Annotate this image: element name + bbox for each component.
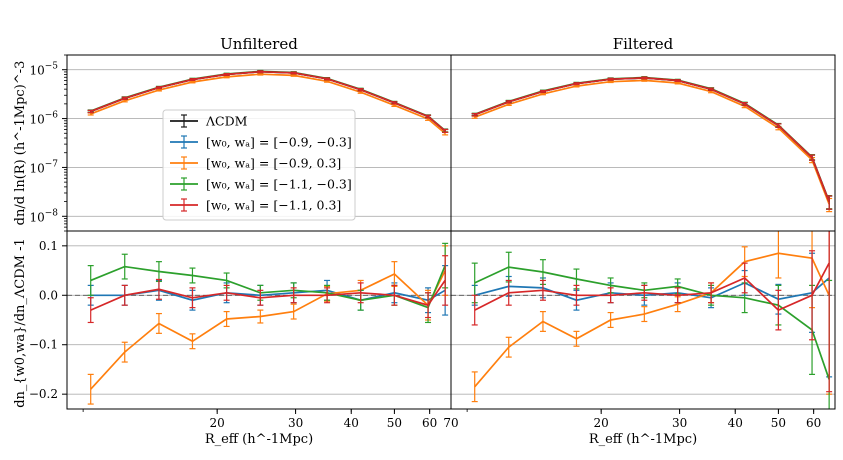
x-tick-label: 40: [344, 416, 359, 430]
x-tick-label: 70: [443, 416, 458, 430]
x-tick-label: 60: [422, 416, 437, 430]
legend: ΛCDM [w₀, wₐ] = [−0.9, −0.3] [w₀, wₐ] = [−…: [162, 109, 356, 221]
ratio-series-line: [90, 270, 446, 390]
top-series-line: [90, 70, 446, 132]
ratio-series-line: [474, 252, 830, 388]
x-axis-label-right: R_eff (h^-1Mpc): [589, 432, 697, 447]
ratio-series-line: [474, 266, 830, 380]
x-tick-label: 20: [210, 416, 225, 430]
x-tick-label: 20: [594, 416, 609, 430]
x-tick-label: 30: [672, 416, 687, 430]
x-tick-label: 40: [728, 416, 743, 430]
bottom-y-tick-label: −0.1: [29, 338, 58, 352]
x-tick-label: 60: [806, 416, 821, 430]
legend-label: [w₀, wₐ] = [−0.9, 0.3]: [206, 156, 341, 171]
ratio-series-line: [90, 279, 446, 311]
legend-frame: [162, 109, 356, 221]
x-tick-label: 50: [771, 416, 786, 430]
ratio-series-line: [474, 262, 830, 312]
top-y-tick-label: 10−8: [29, 208, 58, 224]
top-series-line: [474, 79, 830, 205]
legend-label: ΛCDM: [205, 114, 248, 129]
panel-title-unfiltered: Unfiltered: [220, 35, 298, 53]
legend-label: [w₀, wₐ] = [−0.9, −0.3]: [206, 135, 352, 150]
x-axis-label-left: R_eff (h^-1Mpc): [205, 432, 313, 447]
top-y-axis-label: dn/d ln(R) (h^-1Mpc)^-3: [13, 61, 28, 226]
plot-layer: 20 30 40 50 60 70 20 30 40 50 60 10−8 10−7 10−6 10−5 −0…: [29, 54, 836, 430]
top-y-tick-label: 10−7: [29, 159, 58, 175]
bottom-y-tick-label: −0.2: [29, 387, 58, 401]
top-series-line: [90, 73, 446, 134]
bottom-y-axis-label: dn_{w0,wa}/dn_ΛCDM -1: [13, 238, 28, 408]
bottom-y-tick-label: 0.0: [39, 288, 58, 302]
x-tick-label: 30: [288, 416, 303, 430]
panel-title-filtered: Filtered: [613, 35, 674, 53]
top-y-tick-label: 10−6: [29, 111, 58, 127]
top-series-line: [474, 77, 830, 202]
top-y-tick-label: 10−5: [29, 62, 58, 78]
x-tick-label: 50: [387, 416, 402, 430]
legend-label: [w₀, wₐ] = [−1.1, −0.3]: [206, 177, 352, 192]
legend-label: [w₀, wₐ] = [−1.1, 0.3]: [206, 198, 341, 213]
bottom-y-tick-label: 0.1: [39, 239, 58, 253]
bottom-axes-frame: [450, 230, 836, 410]
